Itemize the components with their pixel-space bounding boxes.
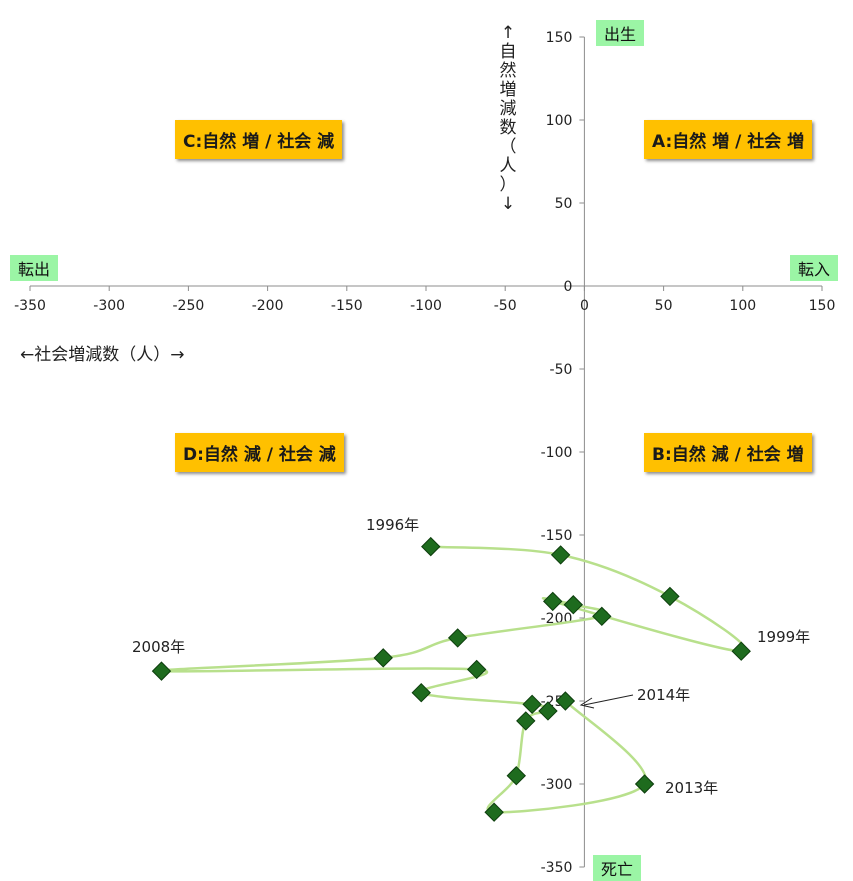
data-markers	[151, 536, 751, 822]
series-line	[159, 545, 747, 814]
data-point	[543, 591, 563, 612]
y-tick-label: -300	[541, 777, 573, 793]
x-tick-label: -150	[331, 298, 363, 314]
move-out-label: 転出	[10, 255, 59, 281]
data-point	[538, 701, 558, 721]
y-tick-label: -100	[541, 445, 573, 461]
move-in-label: 転入	[790, 255, 839, 281]
y-tick-label: 50	[555, 196, 573, 212]
data-point	[634, 774, 655, 794]
quadrant-b-label: B:自然 減 / 社会 増	[644, 433, 812, 472]
quadrant-d-label: D:自然 減 / 社会 減	[175, 433, 344, 472]
data-point	[466, 659, 487, 680]
y-tick-label: -350	[541, 860, 573, 876]
y-tick-label: 100	[546, 113, 573, 129]
annotation-2008: 2008年	[132, 638, 185, 656]
x-axis-title: ←社会増減数（人）→	[20, 345, 185, 365]
x-tick-label: 150	[809, 298, 836, 314]
x-tick-label: -50	[494, 298, 517, 314]
x-tick-label: -200	[252, 298, 284, 314]
x-axis-ticks: -350 -300 -250 -200 -150 -100 -50 0 50 100 150	[14, 286, 835, 314]
data-point	[151, 661, 172, 681]
quadrant-c-label: C:自然 増 / 社会 減	[175, 120, 343, 159]
quadrant-a-label: A:自然 増 / 社会 増	[644, 120, 813, 159]
y-tick-label: 0	[563, 279, 572, 295]
x-tick-label: 50	[655, 298, 673, 314]
y-axis-title: ↑自然増減数（人）↓	[500, 23, 517, 214]
data-point	[447, 628, 468, 648]
data-point	[592, 606, 612, 627]
annotation-2013: 2013年	[665, 779, 718, 797]
annotation-1996: 1996年	[366, 516, 419, 534]
annotation-2014-arrow	[583, 694, 634, 706]
data-point	[555, 691, 576, 711]
y-tick-label: -50	[550, 362, 573, 378]
death-label: 死亡	[593, 855, 642, 881]
x-tick-label: -350	[14, 298, 46, 314]
annotation-1999: 1999年	[757, 628, 810, 646]
annotation-2014: 2014年	[637, 686, 690, 704]
x-tick-label: 100	[729, 298, 756, 314]
birth-label: 出生	[596, 20, 645, 46]
annotation-2014-arrowhead	[579, 697, 595, 709]
x-tick-label: 0	[580, 298, 589, 314]
data-point	[516, 711, 536, 731]
data-point	[563, 595, 584, 615]
data-point	[373, 648, 393, 668]
data-point	[506, 765, 526, 786]
x-tick-label: -300	[93, 298, 125, 314]
data-point	[731, 641, 751, 661]
data-point	[550, 545, 571, 565]
x-tick-label: -100	[410, 298, 442, 314]
data-point	[522, 694, 542, 715]
y-tick-label: 150	[546, 30, 573, 46]
data-point	[421, 536, 441, 557]
data-point	[411, 682, 431, 703]
y-tick-label: -150	[541, 528, 573, 544]
data-point	[660, 586, 680, 607]
x-tick-label: -250	[173, 298, 205, 314]
data-point	[484, 802, 504, 822]
